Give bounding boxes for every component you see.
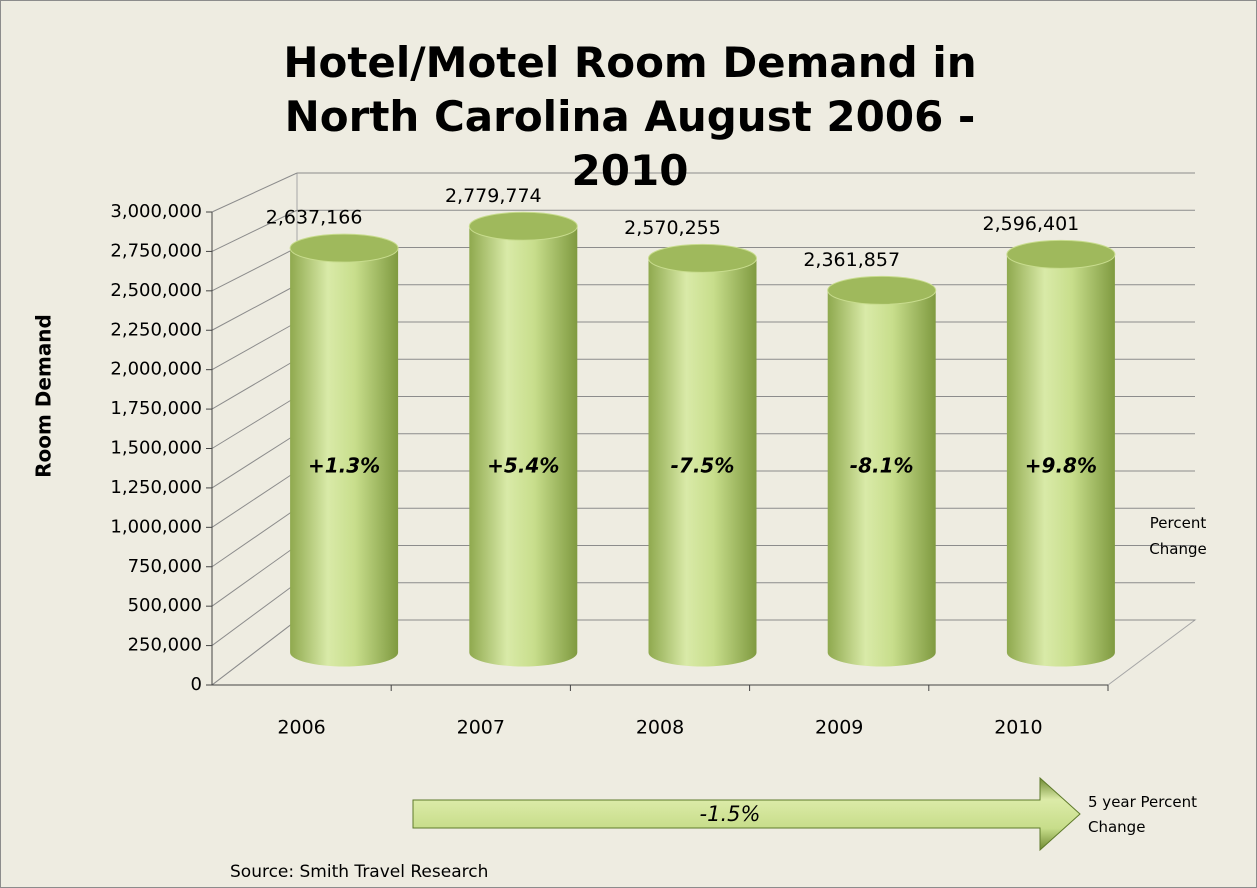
grid-line-side bbox=[211, 433, 298, 489]
percent-change: +9.8% bbox=[1025, 454, 1097, 478]
grid-line-side bbox=[211, 321, 298, 371]
bar bbox=[827, 290, 936, 667]
value-label: 2,779,774 bbox=[445, 185, 542, 207]
grid-line-side bbox=[211, 619, 298, 686]
source: Source: Smith Travel Research bbox=[230, 862, 488, 882]
y-tick-label: 2,500,000 bbox=[110, 280, 202, 301]
five-year-arrow bbox=[412, 776, 1081, 852]
grid-line-side bbox=[211, 396, 298, 449]
x-tick-label: 2006 bbox=[277, 717, 325, 739]
y-axis-label: Room Demand bbox=[32, 314, 56, 478]
y-tick-label: 3,000,000 bbox=[110, 201, 202, 222]
grid-line-side bbox=[211, 545, 298, 607]
y-tick-label: 750,000 bbox=[128, 556, 202, 577]
bar-top bbox=[648, 243, 757, 273]
y-tick-label: 2,750,000 bbox=[110, 240, 202, 261]
bar bbox=[1006, 254, 1115, 667]
y-tick-label: 1,250,000 bbox=[110, 477, 202, 498]
value-label: 2,361,857 bbox=[803, 249, 900, 271]
bar bbox=[648, 258, 757, 667]
bar-top bbox=[468, 211, 578, 241]
five-year-change: -1.5% bbox=[700, 802, 761, 826]
value-label: 2,596,401 bbox=[983, 213, 1080, 235]
value-label: 2,570,255 bbox=[624, 217, 721, 239]
percent-change-label: Percent Change bbox=[1149, 514, 1207, 558]
percent-change: +1.3% bbox=[308, 454, 380, 478]
y-tick-label: 1,000,000 bbox=[110, 516, 202, 537]
bar-top bbox=[827, 275, 937, 305]
y-tick-label: 2,250,000 bbox=[110, 319, 202, 340]
grid-line-side bbox=[211, 582, 298, 646]
bar bbox=[469, 226, 578, 667]
y-tick-label: 250,000 bbox=[128, 635, 202, 656]
grid-line-side bbox=[211, 209, 298, 252]
y-tick-label: 1,500,000 bbox=[110, 438, 202, 459]
grid-line-side bbox=[211, 284, 298, 331]
grid-line-side bbox=[211, 172, 298, 213]
percent-change: +5.4% bbox=[487, 454, 559, 478]
bar-top bbox=[1006, 239, 1116, 269]
bar bbox=[290, 248, 399, 667]
percent-change: -7.5% bbox=[671, 454, 735, 478]
y-tick-label: 0 bbox=[191, 674, 202, 695]
grid-line-side bbox=[211, 247, 298, 292]
bar-top bbox=[289, 233, 399, 263]
x-tick-label: 2010 bbox=[994, 717, 1042, 739]
x-tick-label: 2008 bbox=[636, 717, 684, 739]
chart-title: Hotel/Motel Room Demand in North Carolin… bbox=[283, 38, 977, 195]
grid-line-side bbox=[211, 470, 298, 528]
grid-line-side bbox=[211, 358, 298, 410]
x-tick-label: 2007 bbox=[457, 717, 505, 739]
y-tick-label: 2,000,000 bbox=[110, 359, 202, 380]
grid-line-side bbox=[211, 507, 298, 568]
y-tick-label: 500,000 bbox=[128, 595, 202, 616]
percent-change: -8.1% bbox=[850, 454, 914, 478]
value-label: 2,637,166 bbox=[266, 207, 363, 229]
x-tick-label: 2009 bbox=[815, 717, 863, 739]
five-year-label: 5 year Percent Change bbox=[1088, 793, 1197, 836]
y-tick-label: 1,750,000 bbox=[110, 398, 202, 419]
